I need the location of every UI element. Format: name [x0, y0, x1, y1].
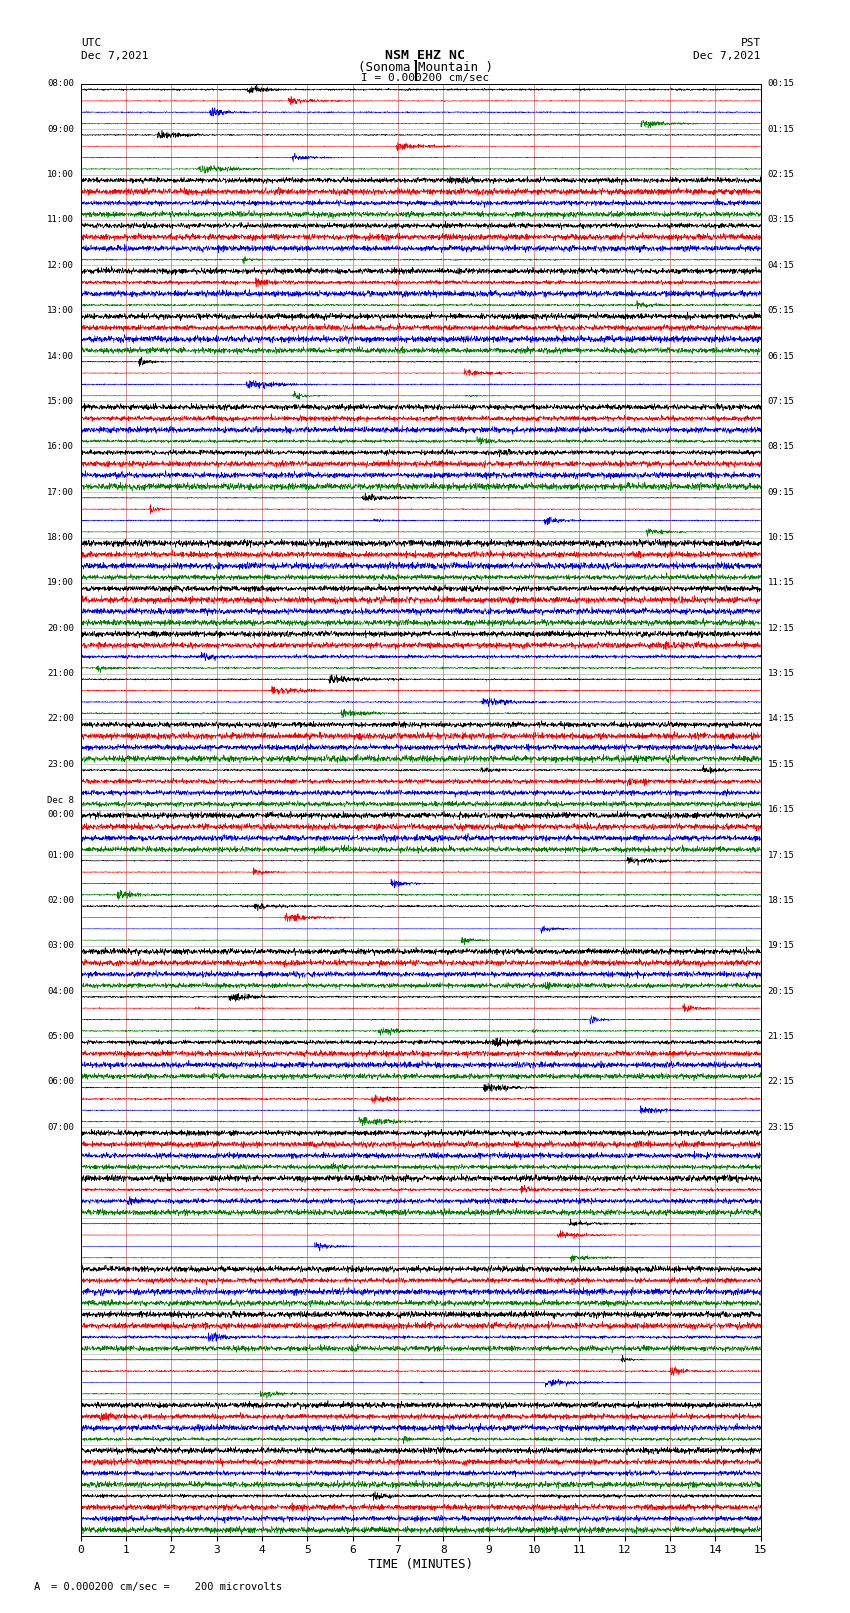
Text: 01:15: 01:15	[768, 124, 795, 134]
Text: 00:00: 00:00	[47, 810, 74, 819]
Text: 19:15: 19:15	[768, 942, 795, 950]
Text: 04:15: 04:15	[768, 261, 795, 269]
Text: 23:15: 23:15	[768, 1123, 795, 1132]
Text: 05:00: 05:00	[47, 1032, 74, 1040]
Text: A: A	[34, 1582, 40, 1592]
Text: 10:00: 10:00	[47, 169, 74, 179]
Text: 00:15: 00:15	[768, 79, 795, 89]
X-axis label: TIME (MINUTES): TIME (MINUTES)	[368, 1558, 473, 1571]
Text: 22:00: 22:00	[47, 715, 74, 724]
Text: 10:15: 10:15	[768, 532, 795, 542]
Text: 05:15: 05:15	[768, 306, 795, 315]
Text: Dec 7,2021: Dec 7,2021	[694, 52, 761, 61]
Text: 09:00: 09:00	[47, 124, 74, 134]
Text: 11:00: 11:00	[47, 216, 74, 224]
Text: 17:15: 17:15	[768, 850, 795, 860]
Text: 06:00: 06:00	[47, 1077, 74, 1087]
Text: 03:15: 03:15	[768, 216, 795, 224]
Text: 17:00: 17:00	[47, 487, 74, 497]
Text: 12:00: 12:00	[47, 261, 74, 269]
Text: 20:15: 20:15	[768, 987, 795, 995]
Text: 23:00: 23:00	[47, 760, 74, 769]
Text: 03:00: 03:00	[47, 942, 74, 950]
Text: 13:15: 13:15	[768, 669, 795, 677]
Text: 09:15: 09:15	[768, 487, 795, 497]
Text: 14:15: 14:15	[768, 715, 795, 724]
Text: 21:00: 21:00	[47, 669, 74, 677]
Text: 02:15: 02:15	[768, 169, 795, 179]
Text: 02:00: 02:00	[47, 895, 74, 905]
Text: 07:15: 07:15	[768, 397, 795, 406]
Text: 08:00: 08:00	[47, 79, 74, 89]
Text: 18:15: 18:15	[768, 895, 795, 905]
Text: 15:00: 15:00	[47, 397, 74, 406]
Text: (Sonoma Mountain ): (Sonoma Mountain )	[358, 61, 492, 74]
Text: 16:00: 16:00	[47, 442, 74, 452]
Text: 07:00: 07:00	[47, 1123, 74, 1132]
Text: 08:15: 08:15	[768, 442, 795, 452]
Text: Dec 7,2021: Dec 7,2021	[81, 52, 148, 61]
Text: 15:15: 15:15	[768, 760, 795, 769]
Text: 13:00: 13:00	[47, 306, 74, 315]
Text: 18:00: 18:00	[47, 532, 74, 542]
Text: 12:15: 12:15	[768, 624, 795, 632]
Text: NSM EHZ NC: NSM EHZ NC	[385, 48, 465, 63]
Text: = 0.000200 cm/sec =    200 microvolts: = 0.000200 cm/sec = 200 microvolts	[51, 1582, 282, 1592]
Text: UTC: UTC	[81, 39, 101, 48]
Text: Dec 8: Dec 8	[47, 797, 74, 805]
Text: 22:15: 22:15	[768, 1077, 795, 1087]
Text: PST: PST	[740, 39, 761, 48]
Text: 14:00: 14:00	[47, 352, 74, 361]
Text: 06:15: 06:15	[768, 352, 795, 361]
Text: 20:00: 20:00	[47, 624, 74, 632]
Text: 16:15: 16:15	[768, 805, 795, 815]
Text: I = 0.000200 cm/sec: I = 0.000200 cm/sec	[361, 73, 489, 84]
Text: 21:15: 21:15	[768, 1032, 795, 1040]
Text: 04:00: 04:00	[47, 987, 74, 995]
Text: 11:15: 11:15	[768, 579, 795, 587]
Text: 19:00: 19:00	[47, 579, 74, 587]
Text: 01:00: 01:00	[47, 850, 74, 860]
